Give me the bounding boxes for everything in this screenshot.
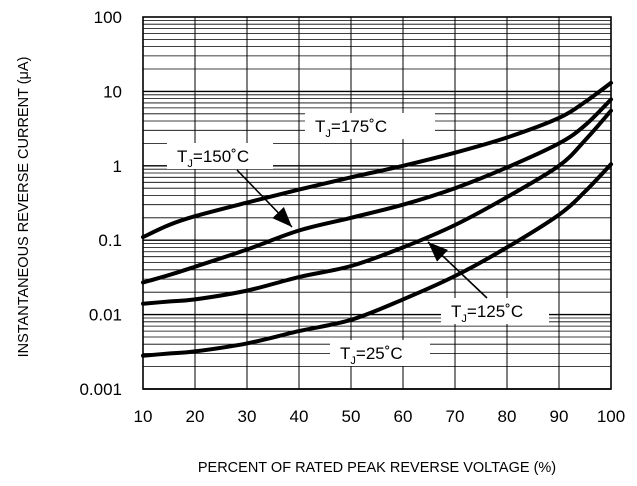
x-axis-title: PERCENT OF RATED PEAK REVERSE VOLTAGE (%… xyxy=(198,460,556,476)
series-label-bg xyxy=(441,298,549,324)
y-tick-label: 1 xyxy=(113,157,122,176)
series-label-bg xyxy=(330,340,430,366)
x-tick-label: 40 xyxy=(290,407,309,426)
x-tick-label: 100 xyxy=(597,407,625,426)
series-line-1 xyxy=(141,97,613,285)
plot-frame xyxy=(142,16,612,390)
x-tick-label: 20 xyxy=(186,407,205,426)
y-tick-label: 0.01 xyxy=(89,306,122,325)
series-labels: TJ=175˚C TJ=150˚C TJ=125˚C TJ=25˚C xyxy=(167,113,549,367)
callout-arrowhead xyxy=(272,207,292,227)
plot-border xyxy=(142,16,612,390)
x-tick-label: 90 xyxy=(550,407,569,426)
series-label-bg xyxy=(167,143,273,169)
series-label: TJ=25˚C xyxy=(340,344,403,367)
y-tick-label: 10 xyxy=(103,82,122,101)
x-tick-label: 50 xyxy=(342,407,361,426)
series-label: TJ=150˚C xyxy=(177,147,249,170)
y-tick-label: 100 xyxy=(94,8,122,27)
grid xyxy=(142,17,612,390)
series-label: TJ=125˚C xyxy=(451,302,523,325)
y-tick-label: 0.1 xyxy=(98,231,122,250)
series-label: TJ=175˚C xyxy=(315,117,387,140)
series-line-3 xyxy=(141,162,613,358)
callout-arrows xyxy=(236,169,488,299)
series-line-0 xyxy=(141,80,613,240)
series-label-bg xyxy=(305,113,435,139)
y-tick-label: 0.001 xyxy=(79,380,122,399)
tick-labels: 10 20 30 40 50 60 70 80 90 100 100 10 1 0.1 0.01 0.001 xyxy=(79,8,625,426)
x-tick-label: 70 xyxy=(446,407,465,426)
x-tick-label: 10 xyxy=(134,407,153,426)
series-lines xyxy=(141,80,613,358)
y-axis-title: INSTANTANEOUS REVERSE CURRENT (μA) xyxy=(16,57,32,358)
callout-arrowhead xyxy=(428,242,449,262)
x-tick-label: 60 xyxy=(394,407,413,426)
x-tick-label: 80 xyxy=(498,407,517,426)
series-line-2 xyxy=(141,108,613,306)
x-tick-label: 30 xyxy=(238,407,257,426)
